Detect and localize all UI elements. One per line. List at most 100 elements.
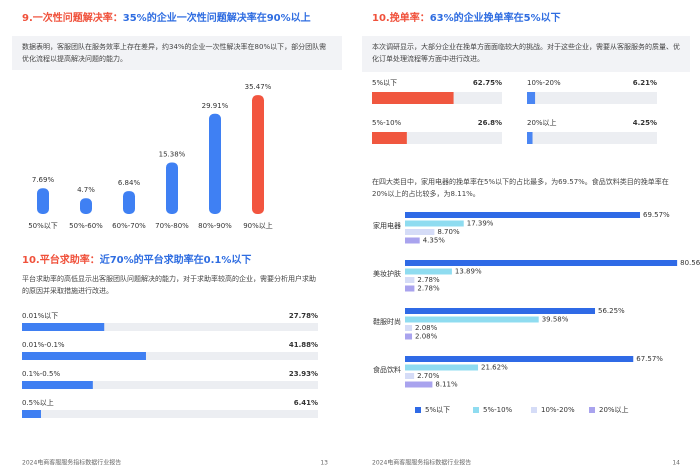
value-label: 6.84%: [118, 179, 141, 187]
bar-track: [22, 410, 318, 418]
x-tick-label: 50%-60%: [69, 222, 103, 230]
bar-track: [527, 92, 657, 104]
legend-swatch: [531, 407, 537, 413]
bar-label: 20%以上: [527, 118, 557, 127]
value-label: 2.08%: [415, 324, 438, 332]
value-label: 6.41%: [294, 399, 318, 407]
paragraph: 本次调研显示，大部分企业在挽单方面面临较大的挑战。对于这些企业，需要从客服服务的…: [362, 36, 690, 72]
category-label: 食品饮料: [373, 365, 401, 374]
bar: [22, 410, 41, 418]
value-label: 56.25%: [598, 307, 625, 315]
bar: [405, 268, 452, 275]
paragraph: 在四大类目中，家用电器的挽单率在5%以下的占比最多，为69.57%。食品饮料类目…: [372, 178, 669, 198]
section-label: 10.平台求助率：: [22, 253, 100, 266]
bar: [405, 277, 415, 283]
value-label: 13.89%: [455, 268, 482, 276]
section-title: 10.挽单率：63%的企业挽单率在5%以下: [372, 11, 561, 24]
value-label: 7.69%: [32, 176, 55, 184]
value-label: 4.35%: [423, 237, 446, 245]
value-label: 4.7%: [77, 186, 95, 194]
bar-track: [527, 132, 657, 144]
bar: [405, 220, 464, 227]
bar: [372, 132, 407, 144]
bar: [405, 364, 479, 371]
bar: [527, 132, 533, 144]
value-label: 69.57%: [643, 211, 670, 219]
bar: [405, 381, 433, 388]
bar-label: 0.1%-0.5%: [22, 370, 60, 378]
bar-label: 0.5%以上: [22, 398, 54, 407]
legend-swatch: [473, 407, 479, 413]
bar: [405, 285, 415, 292]
section-label: 10.挽单率：: [372, 11, 430, 24]
value-label: 26.8%: [478, 119, 502, 127]
value-label: 39.58%: [542, 316, 569, 324]
value-label: 41.88%: [289, 341, 318, 349]
value-label: 29.91%: [202, 102, 229, 110]
value-label: 35.47%: [245, 83, 272, 91]
bar-track: [22, 323, 318, 331]
category-label: 家用电器: [373, 221, 401, 230]
legend-swatch: [589, 407, 595, 413]
value-label: 2.08%: [415, 333, 438, 341]
bar: [252, 95, 264, 214]
bar: [80, 198, 92, 214]
legend-label: 5%以下: [425, 406, 450, 414]
bar: [405, 237, 420, 244]
bar: [405, 260, 678, 266]
footer: 2024电商客服服务指标数据行业报告: [22, 459, 121, 467]
bar: [405, 212, 641, 218]
bar: [372, 92, 454, 104]
value-label: 6.21%: [633, 79, 657, 87]
page-number: 13: [320, 460, 328, 467]
value-label: 17.39%: [467, 220, 494, 228]
footer: 2024电商客服服务指标数据行业报告: [372, 459, 471, 467]
bar-track: [22, 381, 318, 389]
value-label: 80.56%: [680, 259, 700, 267]
section-title: 9.一次性问题解决率：35%的企业一次性问题解决率在90%以上: [22, 11, 311, 24]
bar: [123, 191, 135, 214]
value-label: 62.75%: [473, 79, 502, 87]
bar: [22, 352, 146, 360]
bar: [405, 308, 596, 314]
value-label: 67.57%: [636, 355, 663, 363]
bar-label: 5%-10%: [372, 119, 402, 127]
section-heading: 近70%的平台求助率在0.1%以下: [100, 253, 252, 266]
value-label: 8.11%: [435, 381, 458, 389]
section-title: 10.平台求助率：近70%的平台求助率在0.1%以下: [22, 253, 251, 266]
x-tick-label: 90%以上: [243, 221, 273, 230]
value-label: 2.70%: [417, 372, 440, 380]
bar-label: 0.01%以下: [22, 312, 58, 320]
bar-label: 5%以下: [372, 79, 397, 87]
value-label: 4.25%: [633, 119, 657, 127]
value-label: 2.78%: [417, 285, 440, 293]
value-label: 15.38%: [159, 150, 186, 158]
x-tick-label: 70%-80%: [155, 222, 189, 230]
bar-label: 10%-20%: [527, 79, 561, 87]
bar: [22, 323, 105, 331]
page-number: 14: [672, 460, 680, 467]
x-tick-label: 50%以下: [28, 222, 58, 230]
value-label: 27.78%: [289, 312, 318, 320]
bar: [209, 113, 221, 214]
bar: [527, 92, 536, 104]
category-label: 鞋服时尚: [373, 317, 401, 326]
bar: [405, 333, 413, 340]
category-label: 美妆护肤: [373, 269, 401, 278]
section-heading: 63%的企业挽单率在5%以下: [430, 11, 561, 24]
bar: [405, 229, 435, 235]
value-label: 2.78%: [417, 276, 440, 284]
legend-label: 5%-10%: [483, 406, 513, 414]
legend-label: 20%以上: [599, 405, 629, 414]
bar-label: 0.01%-0.1%: [22, 341, 65, 349]
bar: [37, 188, 49, 214]
bar-track: [22, 352, 318, 360]
value-label: 23.93%: [289, 370, 318, 378]
bar: [405, 373, 415, 379]
value-label: 8.70%: [437, 228, 460, 236]
section-label: 9.一次性问题解决率：: [22, 11, 123, 24]
bar: [405, 325, 413, 331]
legend-label: 10%-20%: [541, 406, 575, 414]
